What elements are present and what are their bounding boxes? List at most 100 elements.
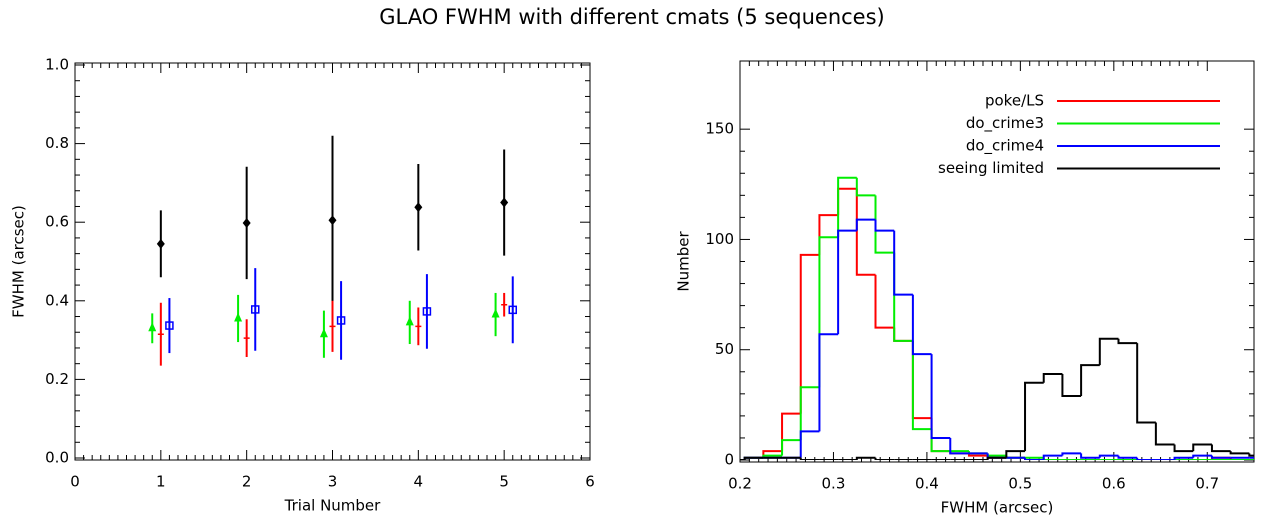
histogram-step — [1248, 453, 1254, 457]
y-axis-label: Number — [675, 231, 693, 292]
marker — [251, 305, 260, 314]
histogram-step — [930, 354, 951, 439]
histogram-step — [1005, 450, 1026, 458]
histogram-step — [799, 253, 820, 414]
histogram-step — [930, 418, 951, 453]
histogram-step — [855, 456, 876, 460]
histogram-step — [1136, 343, 1156, 424]
x-tick-label: 0 — [70, 473, 80, 491]
marker — [156, 238, 165, 249]
histogram-step — [949, 437, 969, 455]
histogram-step — [911, 294, 932, 356]
marker — [415, 323, 422, 330]
x-axis-label: FWHM (arcsec) — [941, 499, 1054, 517]
marker — [501, 301, 508, 308]
histogram-step — [1136, 457, 1156, 460]
marker — [319, 328, 328, 338]
marker — [329, 323, 336, 330]
histogram-step — [1210, 455, 1231, 459]
histogram-step — [1098, 454, 1119, 458]
y-tick-label: 0.4 — [45, 291, 69, 309]
histogram-step — [837, 187, 857, 216]
histogram-step — [1042, 454, 1063, 460]
histogram-step — [874, 457, 895, 460]
marker — [414, 202, 423, 213]
x-tick-label: 4 — [414, 473, 424, 491]
histogram-step — [911, 340, 932, 420]
histogram-step — [1173, 444, 1194, 453]
marker — [242, 217, 251, 228]
histogram-step — [855, 177, 876, 197]
histogram-step — [1024, 457, 1044, 460]
marker — [234, 312, 243, 322]
histogram-step — [930, 429, 951, 453]
histogram-step — [1042, 457, 1063, 460]
histogram-step — [1024, 381, 1044, 452]
histogram-step — [1173, 456, 1194, 460]
histogram-step — [799, 430, 820, 458]
histogram-area — [740, 176, 1254, 460]
histogram-step — [874, 274, 895, 329]
histogram-step — [799, 386, 820, 441]
legend-label: poke/LS — [985, 92, 1044, 110]
marker — [422, 307, 432, 316]
x-tick-label: 1 — [156, 473, 166, 491]
figure-title: GLAO FWHM with different cmats (5 sequen… — [379, 5, 884, 29]
y-axis-label: FWHM (arcsec) — [10, 205, 28, 318]
histogram-step — [1117, 455, 1138, 459]
histogram-step — [1229, 451, 1250, 455]
histogram-step — [818, 214, 839, 255]
x-tick-label: 6 — [585, 473, 595, 491]
histogram-step — [743, 456, 764, 460]
histogram-step — [893, 252, 913, 342]
x-tick-label: 0.2 — [728, 475, 752, 493]
histogram-step — [1192, 443, 1212, 452]
histogram-step — [1117, 338, 1138, 345]
y-tick-label: 0 — [724, 451, 734, 469]
histogram-step — [818, 236, 839, 388]
marker — [148, 322, 157, 332]
y-tick-label: 0.0 — [45, 449, 69, 467]
x-tick-label: 2 — [242, 473, 252, 491]
histogram-step — [855, 188, 876, 276]
marker — [491, 308, 500, 318]
histogram-step — [837, 229, 857, 335]
marker — [508, 305, 517, 315]
histogram-step — [986, 456, 1007, 460]
histogram-step — [1061, 373, 1082, 398]
marker — [336, 316, 346, 325]
histogram-step — [781, 439, 801, 456]
x-tick-label: 5 — [499, 473, 509, 491]
histogram-step — [893, 327, 913, 342]
histogram-step — [1061, 452, 1082, 456]
y-tick-label: 1.0 — [45, 56, 69, 74]
marker — [500, 197, 509, 208]
histogram-step — [781, 412, 801, 452]
marker — [405, 316, 414, 326]
histogram-step — [837, 176, 857, 238]
histogram-step — [799, 457, 820, 460]
y-tick-label: 150 — [705, 120, 734, 138]
y-tick-label: 0.6 — [45, 213, 69, 231]
histogram-step — [874, 195, 895, 254]
legend-label: seeing limited — [938, 159, 1044, 177]
x-tick-label: 3 — [328, 473, 338, 491]
histogram-step — [855, 218, 876, 231]
histogram-step — [1210, 444, 1231, 453]
x-tick-label: 0.4 — [915, 475, 939, 493]
histogram-step — [986, 453, 1007, 457]
y-tick-label: 50 — [715, 340, 734, 358]
y-tick-label: 100 — [705, 230, 734, 248]
x-axis-label: Trial Number — [284, 497, 382, 515]
legend-label: do_crime4 — [966, 137, 1044, 156]
x-tick-label: 0.3 — [822, 475, 846, 493]
histogram-step — [893, 230, 913, 296]
histogram-step — [1098, 337, 1119, 366]
histogram-step — [1080, 453, 1100, 459]
y-tick-label: 0.2 — [45, 370, 69, 388]
histogram-step — [874, 219, 895, 232]
histogram-step — [1042, 372, 1063, 383]
histogram-step — [1192, 454, 1212, 458]
x-tick-label: 0.5 — [1008, 475, 1032, 493]
